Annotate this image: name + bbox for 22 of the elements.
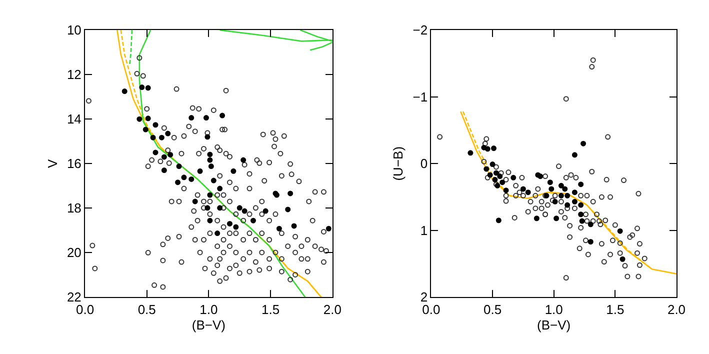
y-tick-label: 12 <box>66 67 82 82</box>
y-tick-label: −1 <box>412 89 428 104</box>
x-tick-label: 1.0 <box>544 302 563 317</box>
y-tick-label: 18 <box>66 200 82 216</box>
x-tick-label: 0.5 <box>483 302 502 317</box>
y-tick-label: 0 <box>420 156 428 172</box>
y-tick-label: 20 <box>66 245 82 260</box>
x-tick-label: 1.5 <box>606 302 624 317</box>
x-tick-label: 0.5 <box>138 302 156 317</box>
y-tick-label: 16 <box>66 156 82 172</box>
y-tick-label: 1 <box>420 222 428 238</box>
y-axis-title: V <box>44 158 60 168</box>
y-tick-label: 14 <box>66 112 82 127</box>
y-tick-label: −2 <box>412 22 428 38</box>
x-axis-title: (B−V) <box>192 317 226 332</box>
x-axis-title: (B−V) <box>537 317 571 332</box>
x-tick-label: 2.0 <box>667 302 686 317</box>
x-tick-label: 1.5 <box>262 302 280 317</box>
x-tick-label: 2.0 <box>323 302 342 317</box>
x-tick-label: 1.0 <box>200 302 218 317</box>
y-tick-label: 10 <box>66 22 82 38</box>
y-axis-title: (U−B) <box>390 146 406 181</box>
